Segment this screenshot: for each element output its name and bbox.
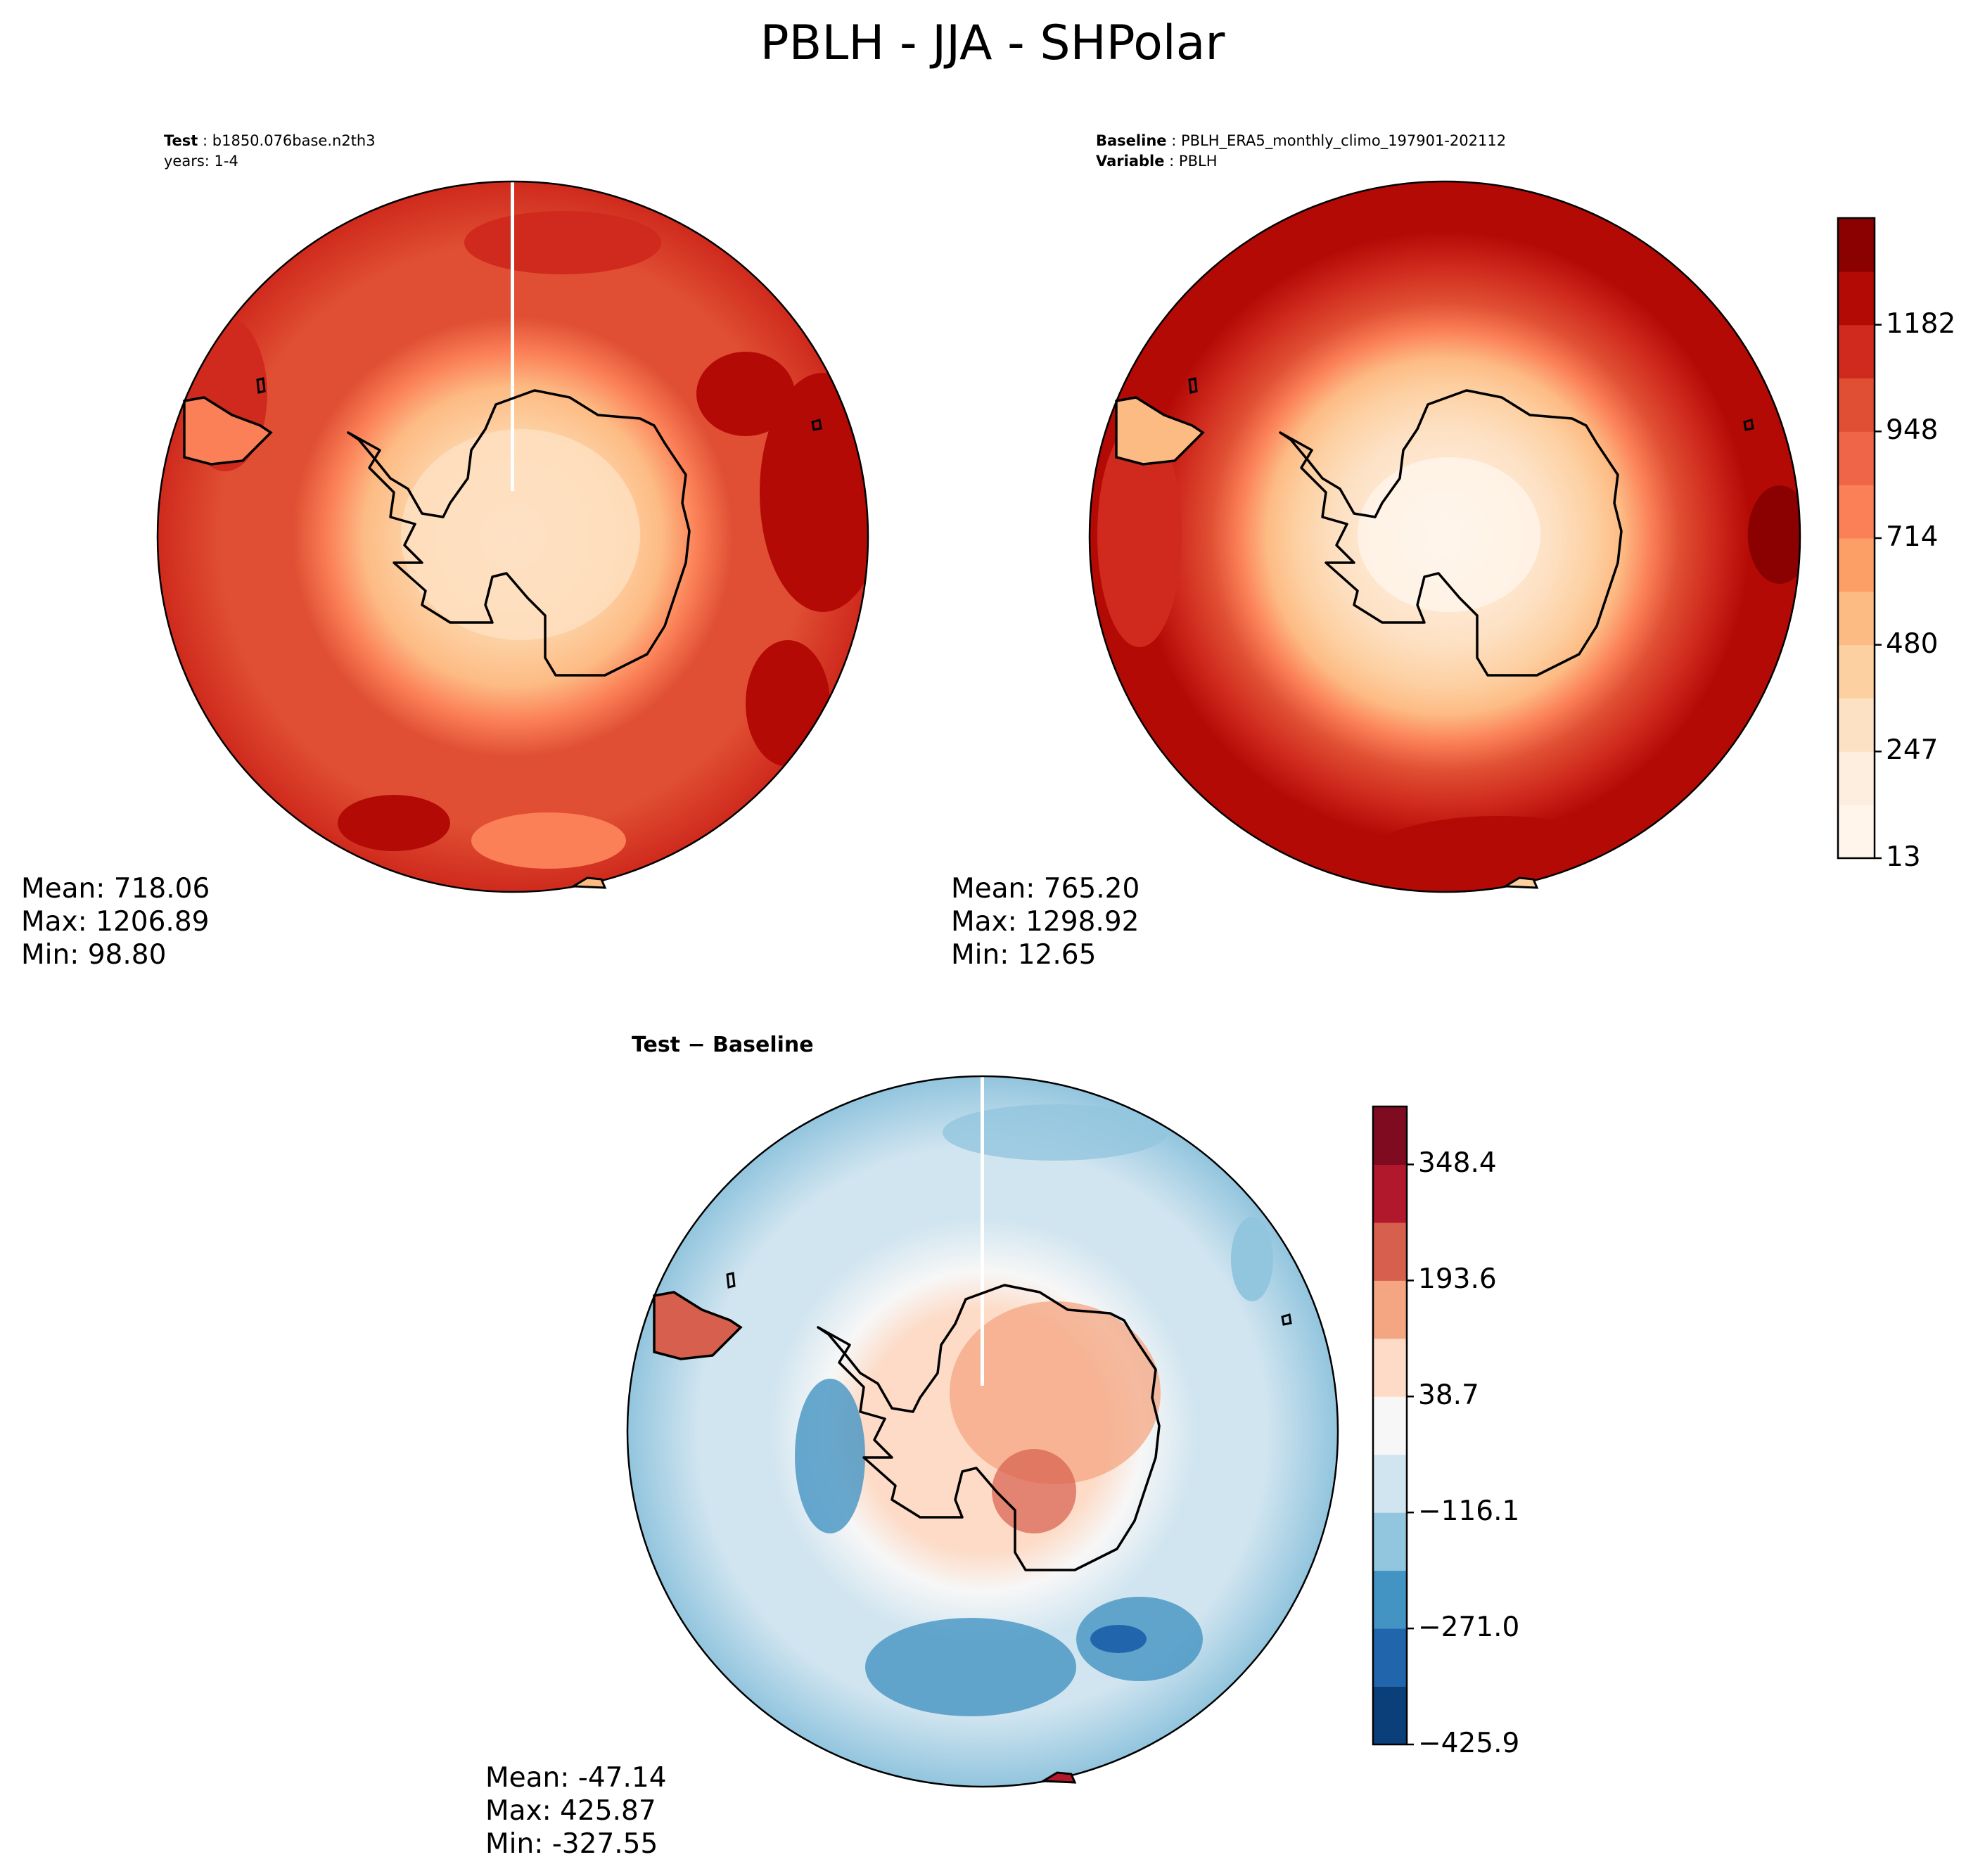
diff-mean: Mean: -47.14 [485,1762,667,1794]
main-colorbar-segment [1838,751,1875,805]
diff-map [626,1075,1339,1788]
diff-colorbar-segment [1373,1686,1407,1745]
main-colorbar-tick-label: 1182 [1886,307,1956,340]
diff-max: Max: 425.87 [485,1795,656,1827]
diff-colorbar-segment [1373,1280,1407,1339]
figure-title: PBLH - JJA - SHPolar [760,15,1225,71]
main-colorbar-segment [1838,378,1875,432]
main-colorbar-tick-label: 948 [1886,414,1939,447]
diff-colorbar-segment [1373,1106,1407,1165]
baseline-south-america-land [1115,396,1205,466]
baseline-antarctica-coastline [1279,389,1623,677]
baseline-min: Min: 12.65 [951,939,1097,971]
baseline-header: Baseline : PBLH_ERA5_monthly_climo_19790… [1096,132,1507,170]
main-colorbar-segment [1838,431,1875,485]
baseline-label: Baseline [1096,132,1167,149]
main-colorbar-segment [1838,538,1875,592]
main-colorbar-segment [1838,805,1875,859]
diff-colorbar-segment [1373,1628,1407,1687]
test-map [156,180,869,893]
main-colorbar-tick-label: 480 [1886,627,1939,660]
diff-colorbar-segment [1373,1396,1407,1455]
diff-stats: Mean: -47.14 Max: 425.87 Min: -327.55 [485,1761,667,1861]
diff-colorbar-segment [1373,1164,1407,1223]
diff-colorbar-tick-label: −425.9 [1418,1728,1520,1759]
test-label: Test [164,132,198,149]
diff-antarctica-coastline [817,1284,1161,1571]
test-stats: Mean: 718.06 Max: 1206.89 Min: 98.80 [21,872,210,971]
baseline-case: PBLH_ERA5_monthly_climo_197901-202112 [1180,132,1507,149]
diff-colorbar-tick-label: −271.0 [1418,1612,1520,1644]
diff-colorbar-segment [1373,1338,1407,1397]
main-colorbar-segment [1838,698,1875,752]
main-colorbar-segment [1838,485,1875,539]
baseline-map [1088,180,1801,893]
main-colorbar-segment [1838,591,1875,646]
diff-colorbar-segment [1373,1570,1407,1629]
main-colorbar-segment [1838,324,1875,378]
test-years: years: 1-4 [164,153,238,170]
diff-title: Test − Baseline [632,1033,814,1057]
test-south-america-land [183,396,273,466]
main-colorbar [1837,217,1882,860]
diff-colorbar-segment [1373,1454,1407,1513]
test-header: Test : b1850.076base.n2th3 years: 1-4 [164,131,376,172]
main-colorbar-tick-label: 247 [1886,734,1939,767]
main-colorbar-tick-label: 13 [1886,841,1921,873]
baseline-variable-label: Variable [1096,153,1165,170]
diff-min: Min: -327.55 [485,1828,658,1860]
diff-colorbar [1372,1105,1414,1746]
main-colorbar-segment [1838,218,1875,272]
baseline-mean: Mean: 765.20 [951,873,1140,905]
baseline-variable: PBLH [1178,153,1218,170]
baseline-stats: Mean: 765.20 Max: 1298.92 Min: 12.65 [951,872,1140,971]
diff-colorbar-tick-label: 348.4 [1418,1147,1497,1180]
test-mean: Mean: 718.06 [21,873,210,905]
diff-colorbar-segment [1373,1512,1407,1571]
test-case: b1850.076base.n2th3 [212,132,376,149]
main-colorbar-segment [1838,644,1875,698]
test-antarctica-coastline [347,389,691,677]
test-max: Max: 1206.89 [21,906,210,938]
diff-colorbar-tick-label: 38.7 [1418,1379,1479,1412]
diff-colorbar-segment [1373,1222,1407,1281]
diff-colorbar-tick-label: 193.6 [1418,1263,1497,1296]
diff-south-america-land [653,1291,743,1360]
baseline-max: Max: 1298.92 [951,906,1140,938]
main-colorbar-segment [1838,271,1875,326]
diff-colorbar-tick-label: −116.1 [1418,1495,1520,1528]
test-min: Min: 98.80 [21,939,167,971]
main-colorbar-tick-label: 714 [1886,521,1939,553]
